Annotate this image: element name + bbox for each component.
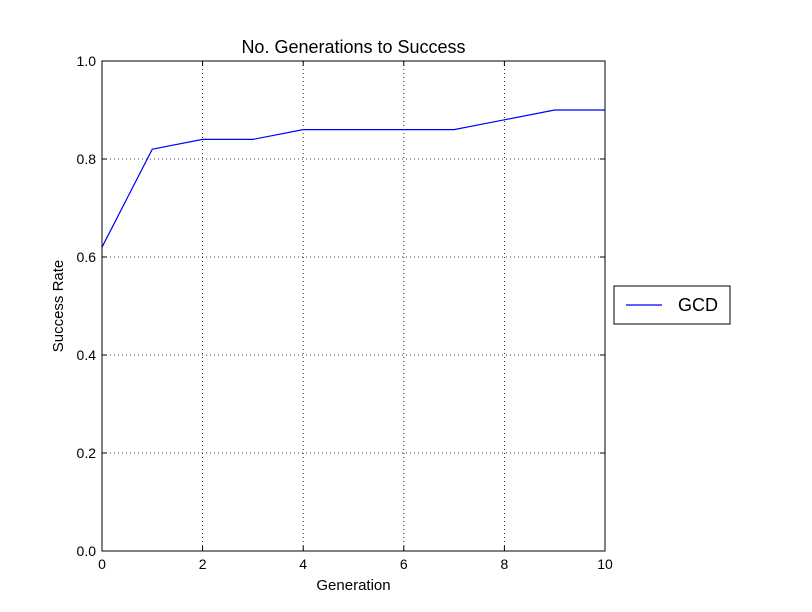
- y-tick-label: 0.0: [77, 543, 97, 559]
- y-tick-label: 0.4: [77, 347, 97, 363]
- x-tick-label: 0: [98, 556, 106, 572]
- plot-frame: [101, 60, 606, 552]
- axis-ticks: [101, 60, 606, 552]
- y-axis-label: Success Rate: [50, 260, 67, 353]
- series-lines: [101, 109, 605, 248]
- x-tick-label: 8: [501, 556, 509, 572]
- y-tick-label: 0.8: [77, 151, 97, 167]
- y-tick-label: 0.6: [77, 249, 97, 265]
- chart-title: No. Generations to Success: [241, 37, 465, 57]
- x-axis-label: Generation: [316, 577, 390, 594]
- x-tick-label: 4: [299, 556, 307, 572]
- grid-lines: [102, 61, 605, 551]
- series-line-gcd: [101, 109, 605, 248]
- x-tick-label: 6: [400, 556, 408, 572]
- x-tick-label: 10: [597, 556, 613, 572]
- y-tick-label: 1.0: [77, 53, 97, 69]
- x-tick-label: 2: [199, 556, 207, 572]
- legend-label-gcd: GCD: [678, 295, 718, 315]
- y-tick-label: 0.2: [77, 445, 97, 461]
- legend: GCD: [613, 285, 731, 325]
- y-tick-labels: 0.0 0.2 0.4 0.6 0.8 1.0: [77, 53, 97, 559]
- x-tick-labels: 0 2 4 6 8 10: [98, 556, 613, 572]
